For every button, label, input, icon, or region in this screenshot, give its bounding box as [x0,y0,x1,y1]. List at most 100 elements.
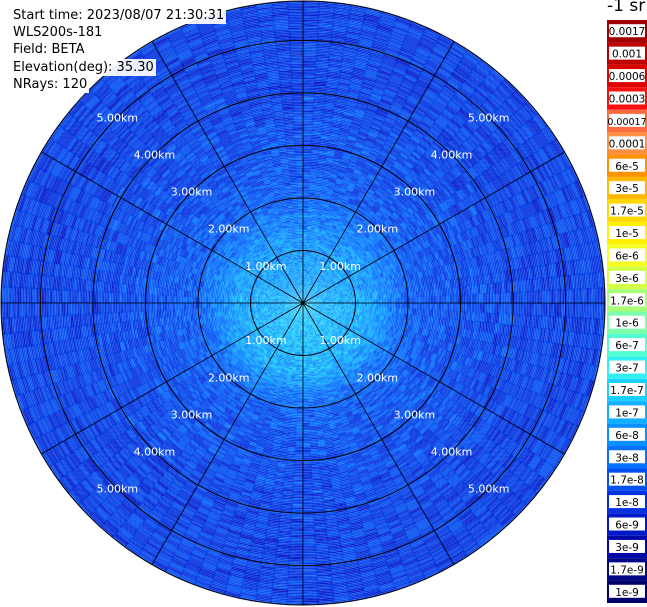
range-ring-overlay: 1.00km 1.00km 1.00km 1.00km 2.00km 2.00km 2.00… [0,0,606,606]
colorbar-label-bg [609,181,645,195]
colorbar-label-bg [609,113,645,127]
colorbar-bin: 1.7e-8 [607,468,647,491]
scan-info-panel: Start time: 2023/08/07 21:30:31 WLS200s-… [11,7,227,94]
colorbar-label-bg [609,248,645,262]
nrays-label: NRays: 120 [11,75,90,94]
colorbar-label-bg [609,450,645,464]
colorbar-label-bg [609,24,645,38]
range-ring-label: 5.00km [468,483,510,496]
colorbar-bin: 6e-9 [607,513,647,536]
colorbar-label-bg [609,203,645,217]
range-ring-2km [197,197,409,409]
colorbar-label-bg [609,69,645,83]
colorbar-bin: 0.001 [607,42,647,65]
colorbar-tick-label: 3e-9 [615,542,639,554]
colorbar-tick-label: 0.00017 [607,117,646,128]
azimuth-spoke-330 [151,41,304,304]
azimuth-spoke-30 [302,41,455,304]
range-ring-label: 2.00km [208,371,250,384]
colorbar-label-bg [609,360,645,374]
colorbar-bin: 3e-6 [607,266,647,290]
colorbar-label-bg [609,136,645,150]
azimuth-spoke-300 [41,151,304,304]
field-label: Field: BETA [11,41,87,59]
colorbar-tick-label: 3e-6 [615,273,639,285]
colorbar-label-bg [609,427,645,441]
colorbar-tick-label: 6e-9 [615,520,639,532]
colorbar-bin: 6e-7 [607,333,647,357]
range-ring-label: 1.00km [245,334,287,347]
azimuth-spoke-240 [41,302,304,455]
range-ring-label: 4.00km [431,446,473,459]
range-ring-label: 3.00km [394,186,436,199]
azimuth-spoke-210 [151,302,304,565]
colorbar-bin: 3e-8 [607,446,647,469]
colorbar-tick-label: 6e-5 [615,161,639,173]
colorbar-tick-label: 1.7e-7 [610,385,644,397]
colorbar-bin: 0.0017 [607,20,647,43]
colorbar-bin: 1.7e-9 [607,558,647,581]
colorbar-label-bg [609,382,645,396]
colorbar-label-bg [609,405,645,419]
colorbar-unit-label: -1 sr [607,0,646,16]
colorbar-bin: 3e-7 [607,356,647,379]
colorbar-tick-label: 1.7e-9 [610,564,644,576]
range-ring-label: 4.00km [134,148,176,161]
colorbar-tick-label: 1e-9 [615,587,639,599]
colorbar-bin: 1.7e-7 [607,378,647,402]
instrument-label: WLS200s-181 [11,24,105,42]
colorbar-tick-label: 6e-6 [615,250,639,262]
elevation-label: Elevation(deg): 35.30 [11,58,156,76]
colorbar-label-bg [609,226,645,240]
colorbar-tick-label: 0.0017 [609,26,646,38]
colorbar-bin: 1e-6 [607,311,647,334]
colorbar-bin: 1.7e-6 [607,289,647,312]
range-ring-label: 2.00km [208,223,250,236]
colorbar-bin: 0.0003 [607,87,647,110]
colorbar-tick-label: 1e-7 [615,407,639,419]
range-ring-3km [144,144,462,462]
range-ring-label: 3.00km [171,408,213,421]
colorbar-tick-label: 3e-5 [615,183,639,195]
colorbar-bin: 0.0001 [607,132,647,155]
colorbar-tick-label: 1e-6 [615,318,639,330]
colorbar-tick-label: 1e-8 [615,497,639,509]
colorbar-bin: 1e-5 [607,221,647,245]
colorbar-bin: 3e-5 [607,176,647,200]
colorbar-tick-label: 1.7e-6 [610,295,644,307]
range-ring-label: 5.00km [97,111,139,124]
colorbar-bin: 6e-6 [607,244,647,267]
colorbar-bin: 1e-7 [607,401,647,424]
colorbar-label-bg [609,158,645,172]
colorbar-tick-label: 3e-8 [615,452,639,464]
start-time-label: Start time: 2023/08/07 21:30:31 [11,7,227,25]
colorbar-label-bg [609,46,645,60]
colorbar-label-bg [609,338,645,352]
colorbar-tick-label: 0.0006 [609,71,646,83]
colorbar-tick-label: 6e-7 [615,340,639,352]
colorbar-tick-label: 0.001 [612,49,642,61]
range-ring-label: 4.00km [134,446,176,459]
colorbar-bin: 1e-9 [607,580,647,603]
colorbar-label-bg [609,315,645,329]
colorbar-tick-label: 0.0003 [609,93,646,105]
range-ring-label: 2.00km [356,223,398,236]
colorbar-bin: 0.0006 [607,64,647,88]
colorbar-label-bg [609,539,645,553]
colorbar-tick-label: 3e-7 [615,363,639,375]
azimuth-spoke-60 [302,151,565,304]
range-ring-label: 2.00km [356,371,398,384]
colorbar: 0.0017 0.001 0.0006 0.0003 0.00017 0.0001 6e-5… [607,20,647,603]
colorbar-tick-label: 1e-5 [615,228,639,240]
colorbar-label-bg [609,495,645,509]
range-ring-label: 5.00km [468,111,510,124]
colorbar-bin: 6e-5 [607,154,647,177]
range-ring-label: 1.00km [319,334,361,347]
range-ring-label: 1.00km [319,260,361,273]
colorbar-bin: 3e-9 [607,535,647,559]
colorbar-bin: 0.00017 [607,109,647,133]
colorbar-label-bg [609,293,645,307]
colorbar-tick-label: 6e-8 [615,430,639,442]
colorbar-tick-label: 1.7e-8 [610,475,644,487]
range-ring-label: 3.00km [394,408,436,421]
